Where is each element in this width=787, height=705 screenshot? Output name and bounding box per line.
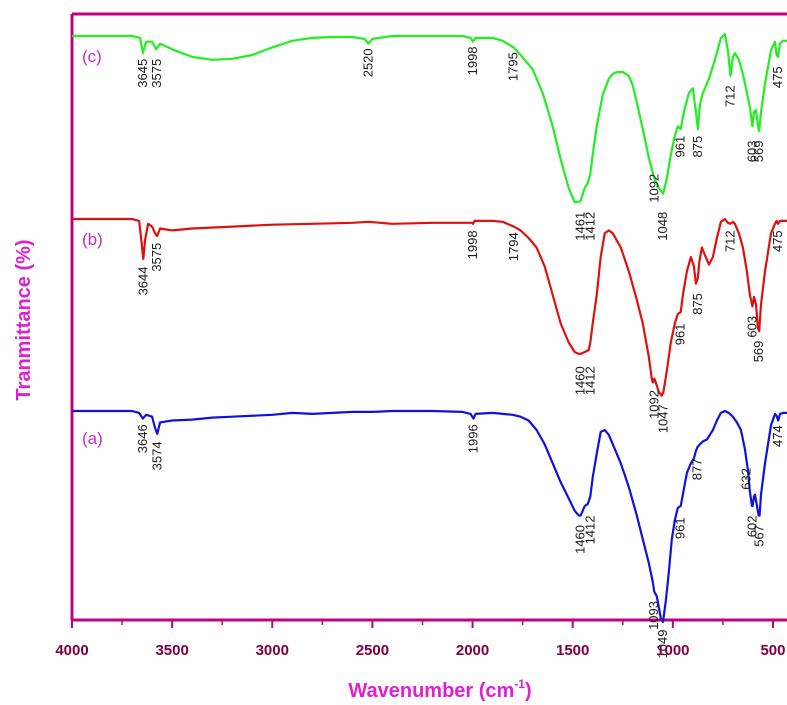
x-tick-label: 1000 (656, 642, 689, 659)
peak-label: 961 (673, 517, 688, 539)
peak-label: 1047 (655, 404, 670, 433)
peak-label: 1092 (646, 174, 661, 203)
peak-label: 1794 (506, 232, 521, 261)
peak-label: 712 (723, 85, 738, 107)
peak-label: 475 (770, 66, 785, 88)
peak-label: 1460 (573, 366, 588, 395)
x-axis-title-sup: -1 (514, 677, 525, 691)
series-line-b (72, 217, 787, 397)
peak-label: 877 (689, 459, 704, 481)
series-label-a: (a) (82, 429, 103, 448)
peak-label: 603 (744, 141, 759, 163)
peak-label: 2520 (360, 48, 375, 77)
series-line-a (72, 409, 787, 623)
plot-frame (70, 12, 787, 622)
peak-label: 569 (751, 141, 766, 163)
peak-label: 1795 (506, 52, 521, 81)
peak-label: 1461 (573, 212, 588, 241)
x-axis-title-text: Wavenumber (cm (348, 680, 514, 702)
peak-label: 1093 (646, 601, 661, 630)
x-tick-label: 2500 (356, 642, 389, 659)
peak-label: 567 (752, 525, 767, 547)
peak-label: 1998 (465, 230, 480, 259)
peak-label: 3646 (135, 424, 150, 453)
spectra-curves: (c) (b) (a) (72, 33, 787, 623)
peak-label: 1412 (582, 516, 597, 545)
peak-label: 961 (673, 136, 688, 158)
y-axis-title: Tranmittance (%) (13, 239, 35, 400)
series-label-c: (c) (82, 47, 102, 66)
x-tick-label: 2000 (456, 642, 489, 659)
peak-label: 603 (744, 316, 759, 338)
peak-label: 1412 (582, 212, 597, 241)
peak-label: 1092 (646, 390, 661, 419)
peak-label: 3575 (149, 59, 164, 88)
peak-label: 3574 (149, 441, 164, 470)
x-tick-label: 4000 (55, 642, 88, 659)
x-tick-label: 1500 (556, 642, 589, 659)
peak-label: 1049 (655, 630, 670, 659)
peak-label: 961 (673, 324, 688, 346)
x-axis-title: Wavenumber (cm-1) (348, 677, 531, 702)
x-axis-title-end: ) (525, 680, 532, 702)
x-axis-ticks: 4000 3500 3000 2500 2000 1500 1000 500 (55, 620, 785, 659)
peak-label: 3575 (149, 243, 164, 272)
peak-label: 632 (739, 468, 754, 490)
peak-label: 602 (745, 516, 760, 538)
peak-label: 1996 (465, 424, 480, 453)
x-tick-label: 3000 (256, 642, 289, 659)
peak-label: 1412 (582, 366, 597, 395)
peak-label: 474 (770, 425, 785, 447)
peak-label: 875 (690, 136, 705, 158)
peak-label: 3645 (135, 59, 150, 88)
peak-label: 1048 (655, 212, 670, 241)
series-line-c (72, 33, 787, 204)
x-tick-label: 500 (760, 642, 785, 659)
peak-label: 3644 (135, 267, 150, 296)
peak-label: 569 (751, 341, 766, 363)
peak-label: 875 (690, 293, 705, 315)
series-label-b: (b) (82, 230, 103, 249)
x-tick-label: 3500 (155, 642, 188, 659)
peak-label: 712 (723, 230, 738, 252)
peak-label: 1460 (573, 525, 588, 554)
peak-label: 475 (770, 230, 785, 252)
peak-label: 1998 (465, 46, 480, 75)
